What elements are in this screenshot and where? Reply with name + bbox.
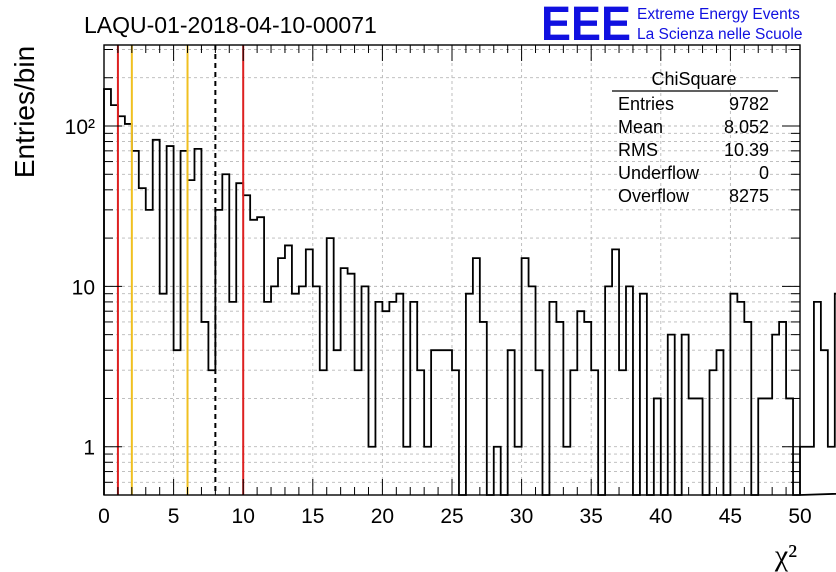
y-axis-label: Entries/bin xyxy=(9,46,40,178)
y-tick-label: 10 xyxy=(72,276,95,299)
x-tick-label: 45 xyxy=(719,505,742,528)
x-tick-label: 35 xyxy=(580,505,603,528)
stats-label: Underflow xyxy=(618,163,700,183)
reference-lines xyxy=(116,45,245,495)
x-tick-label: 50 xyxy=(788,505,811,528)
stats-value: 8.052 xyxy=(724,117,769,137)
stats-value: 9782 xyxy=(729,94,769,114)
stats-value: 0 xyxy=(759,163,769,183)
histogram xyxy=(103,88,836,496)
stats-box: ChiSquare Entries 9782 Mean 8.052 RMS 10… xyxy=(612,69,778,206)
histogram-outline xyxy=(103,88,836,496)
x-tick-label: 10 xyxy=(232,505,255,528)
x-tick-label: 0 xyxy=(98,505,110,528)
axis-ticks xyxy=(103,45,801,496)
eee-logo: EEE Extreme Energy Events La Scienza nel… xyxy=(541,0,802,51)
stats-row: Underflow 0 xyxy=(618,163,769,183)
eee-logo-text: EEE xyxy=(541,0,631,51)
stats-title: ChiSquare xyxy=(651,69,736,89)
stats-row: Entries 9782 xyxy=(618,94,769,114)
x-tick-label: 25 xyxy=(440,505,463,528)
tick-labels: 0 5 10 15 20 25 30 35 40 45 50 1 10 10² xyxy=(65,116,812,528)
stats-row: Mean 8.052 xyxy=(618,117,769,137)
x-tick-label: 5 xyxy=(168,505,180,528)
stats-row: RMS 10.39 xyxy=(618,140,769,160)
x-tick-label: 30 xyxy=(510,505,533,528)
y-tick-label: 1 xyxy=(83,437,95,460)
stats-label: Overflow xyxy=(618,186,690,206)
chart-title: LAQU-01-2018-04-10-00071 xyxy=(84,12,377,38)
x-tick-label: 15 xyxy=(301,505,324,528)
stats-label: Entries xyxy=(618,94,674,114)
stats-row: Overflow 8275 xyxy=(618,186,769,206)
y-tick-label: 10² xyxy=(65,116,95,139)
x-axis-label: χ² xyxy=(774,539,797,572)
stats-value: 8275 xyxy=(729,186,769,206)
stats-label: RMS xyxy=(618,140,658,160)
stats-value: 10.39 xyxy=(724,140,769,160)
x-tick-label: 40 xyxy=(649,505,672,528)
x-tick-label: 20 xyxy=(371,505,394,528)
stats-label: Mean xyxy=(618,117,663,137)
logo-line-2: La Scienza nelle Scuole xyxy=(637,26,802,43)
logo-line-1: Extreme Energy Events xyxy=(637,6,800,23)
